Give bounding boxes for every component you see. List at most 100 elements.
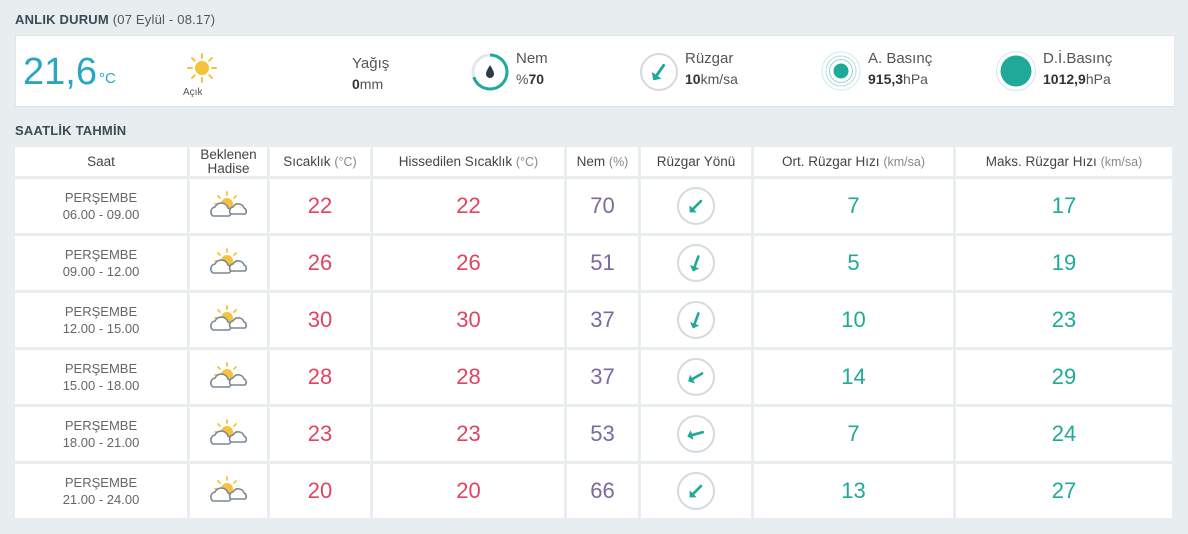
col-header-ort-ruzgar: Ort. Rüzgar Hızı (km/sa): [754, 147, 953, 176]
cell-hadise: [190, 179, 267, 233]
pressure-metric: A. Basınç 915,3hPa: [820, 36, 980, 108]
forecast-header-row: Saat Beklenen Hadise Sıcaklık (°C) Hisse…: [15, 147, 1172, 176]
cell-ort-ruzgar: 7: [754, 179, 953, 233]
cell-ort-ruzgar: 10: [754, 293, 953, 347]
row-time: 18.00 - 21.00: [62, 435, 140, 450]
cell-ort-ruzgar: 14: [754, 350, 953, 404]
wind-metric: Rüzgar 10km/sa: [639, 36, 769, 108]
row-day: PERŞEMBE: [64, 304, 138, 319]
table-row: PERŞEMBE 12.00 - 15.00 30 30 37: [15, 293, 1172, 347]
row-time: 06.00 - 09.00: [62, 207, 140, 222]
cell-nem: 70: [567, 179, 638, 233]
col-header-hadise: Beklenen Hadise: [190, 147, 267, 176]
col-header-hissedilen: Hissedilen Sıcaklık (°C): [373, 147, 564, 176]
cell-hadise: [190, 407, 267, 461]
cell-hadise: [190, 464, 267, 518]
partly-cloudy-icon: [209, 419, 247, 445]
cell-ruzgar-yonu: [641, 350, 751, 404]
current-temperature: 21,6 °C: [23, 51, 116, 93]
cell-ruzgar-yonu: [641, 464, 751, 518]
row-day: PERŞEMBE: [64, 190, 138, 205]
row-time: 12.00 - 15.00: [62, 321, 140, 336]
cell-saat: PERŞEMBE 18.00 - 21.00: [15, 407, 187, 461]
partly-cloudy-icon: [209, 305, 247, 331]
col-header-sicaklik: Sıcaklık (°C): [270, 147, 370, 176]
wind-label: Rüzgar: [685, 50, 734, 67]
precipitation-label: Yağış: [352, 55, 390, 72]
table-row: PERŞEMBE 09.00 - 12.00 26 26 51: [15, 236, 1172, 290]
table-row: PERŞEMBE 06.00 - 09.00 22 22 70: [15, 179, 1172, 233]
humidity-label: Nem: [516, 50, 548, 67]
cell-ruzgar-yonu: [641, 293, 751, 347]
sea-pressure-value: 1012,9: [1043, 71, 1086, 87]
sea-level-pressure-icon: [996, 51, 1036, 91]
cell-nem: 53: [567, 407, 638, 461]
row-day: PERŞEMBE: [64, 475, 138, 490]
wind-direction-icon: [677, 187, 715, 225]
partly-cloudy-icon: [209, 362, 247, 388]
col-header-nem: Nem (%): [567, 147, 638, 176]
cell-maks-ruzgar: 23: [956, 293, 1172, 347]
cell-ort-ruzgar: 13: [754, 464, 953, 518]
row-day: PERŞEMBE: [64, 361, 138, 376]
cell-maks-ruzgar: 24: [956, 407, 1172, 461]
row-time: 21.00 - 24.00: [62, 492, 140, 507]
cell-ort-ruzgar: 5: [754, 236, 953, 290]
cell-sicaklik: 23: [270, 407, 370, 461]
pressure-label: A. Basınç: [868, 50, 933, 67]
table-row: PERŞEMBE 18.00 - 21.00 23 23 53: [15, 407, 1172, 461]
cell-maks-ruzgar: 29: [956, 350, 1172, 404]
cell-saat: PERŞEMBE 12.00 - 15.00: [15, 293, 187, 347]
cell-hadise: [190, 236, 267, 290]
wind-direction-icon: [677, 415, 715, 453]
humidity-metric: Nem %70: [470, 36, 590, 108]
row-time: 09.00 - 12.00: [62, 264, 140, 279]
humidity-value: 70: [528, 71, 545, 87]
current-title: ANLIK DURUM: [15, 12, 109, 27]
cell-saat: PERŞEMBE 09.00 - 12.00: [15, 236, 187, 290]
wind-direction-icon: [677, 301, 715, 339]
sun-icon: [187, 53, 217, 83]
cell-nem: 37: [567, 293, 638, 347]
temperature-unit: °C: [98, 70, 116, 87]
cell-maks-ruzgar: 27: [956, 464, 1172, 518]
wind-direction-icon: [677, 358, 715, 396]
cell-hadise: [190, 293, 267, 347]
col-header-saat: Saat: [15, 147, 187, 176]
cell-sicaklik: 28: [270, 350, 370, 404]
current-section-title: ANLIK DURUM (07 Eylül - 08.17): [15, 12, 215, 27]
humidity-prefix: %: [516, 71, 529, 87]
cell-hissedilen: 30: [373, 293, 564, 347]
cell-saat: PERŞEMBE 15.00 - 18.00: [15, 350, 187, 404]
col-header-ruzgar-yonu: Rüzgar Yönü: [641, 147, 751, 176]
wind-direction-icon: [640, 53, 678, 91]
cell-sicaklik: 30: [270, 293, 370, 347]
cell-hissedilen: 23: [373, 407, 564, 461]
current-subtitle: (07 Eylül - 08.17): [112, 12, 216, 27]
sea-pressure-unit: hPa: [1085, 71, 1111, 87]
cell-nem: 66: [567, 464, 638, 518]
col-header-maks-ruzgar: Maks. Rüzgar Hızı (km/sa): [956, 147, 1172, 176]
pressure-icon: [821, 51, 861, 91]
pressure-unit: hPa: [903, 71, 928, 87]
cell-sicaklik: 20: [270, 464, 370, 518]
precipitation-value: 0: [352, 76, 360, 92]
wind-direction-icon: [677, 472, 715, 510]
row-day: PERŞEMBE: [64, 247, 138, 262]
cell-ruzgar-yonu: [641, 236, 751, 290]
sea-pressure-metric: D.İ.Basınç 1012,9hPa: [995, 36, 1165, 108]
current-conditions-card: 21,6 °C Açık Yağış 0mm Nem %70: [15, 35, 1175, 107]
cell-maks-ruzgar: 19: [956, 236, 1172, 290]
cell-maks-ruzgar: 17: [956, 179, 1172, 233]
cell-sicaklik: 26: [270, 236, 370, 290]
current-condition-label: Açık: [183, 87, 203, 98]
cell-hissedilen: 20: [373, 464, 564, 518]
humidity-gauge-icon: [471, 53, 509, 91]
cell-hissedilen: 26: [373, 236, 564, 290]
precipitation-unit: mm: [359, 76, 384, 92]
row-day: PERŞEMBE: [64, 418, 138, 433]
partly-cloudy-icon: [209, 191, 247, 217]
cell-nem: 51: [567, 236, 638, 290]
cell-ruzgar-yonu: [641, 407, 751, 461]
forecast-section-title: SAATLİK TAHMİN: [15, 123, 127, 138]
